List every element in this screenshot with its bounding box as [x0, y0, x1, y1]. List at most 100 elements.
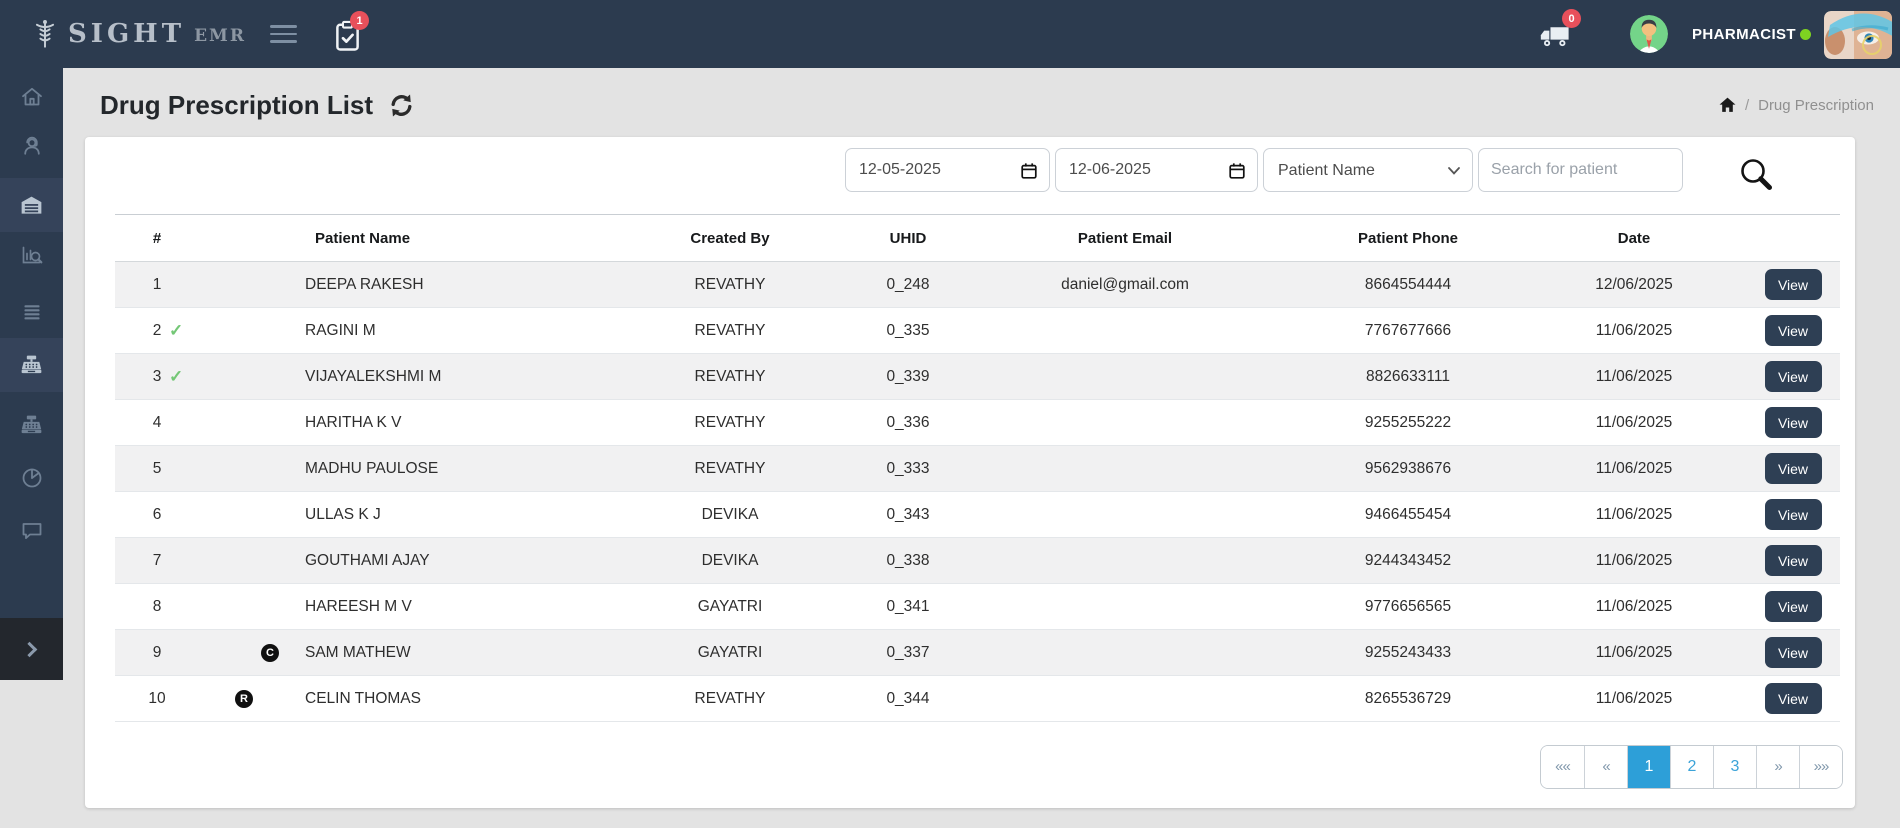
view-button[interactable]: View — [1764, 407, 1822, 438]
page-nav[interactable]: « — [1584, 746, 1627, 788]
cell-created-by: GAYATRI — [697, 597, 763, 615]
from-date-value[interactable] — [846, 161, 1049, 179]
home-icon — [21, 87, 42, 106]
user-role-label[interactable]: PHARMACIST — [1692, 25, 1796, 43]
pagination: «« «1 2 3»»» — [1540, 745, 1843, 789]
sidebar-item-messages[interactable] — [0, 504, 63, 558]
page-3[interactable]: 3 — [1713, 746, 1756, 788]
view-button[interactable]: View — [1764, 683, 1822, 714]
sidebar-item-billing[interactable] — [0, 338, 63, 392]
refresh-button[interactable] — [388, 92, 415, 119]
view-button[interactable]: View — [1764, 591, 1822, 622]
table-row: 8 HAREESH M V GAYATRI 0_341 9776656565 1… — [115, 584, 1840, 630]
to-date-input[interactable] — [1055, 148, 1258, 192]
sidebar-item-billing-alt[interactable] — [0, 398, 63, 452]
cell-patient-email — [956, 584, 1294, 630]
cell-created-by: REVATHY — [694, 689, 766, 707]
cell-patient-email — [956, 676, 1294, 722]
sidebar — [0, 68, 63, 680]
cell-index: 3 ✓ — [152, 366, 184, 386]
cell-uhid: 0_338 — [886, 551, 930, 569]
filter-bar: Patient Name — [85, 148, 1855, 192]
cell-uhid: 0_344 — [886, 689, 930, 707]
cell-actions: View — [1746, 354, 1840, 400]
sidebar-item-pharmacy[interactable] — [0, 178, 63, 232]
cell-index: 10 R — [115, 676, 300, 722]
to-date-value[interactable] — [1056, 161, 1257, 179]
refresh-icon — [391, 93, 412, 117]
ambulance-icon — [1540, 27, 1569, 47]
profile-photo[interactable] — [1824, 11, 1892, 59]
cell-actions: View — [1746, 400, 1840, 446]
patient-search-field[interactable] — [1478, 148, 1683, 192]
table-row: 6 ULLAS K J DEVIKA 0_343 9466455454 11/0… — [115, 492, 1840, 538]
cell-patient-name: HAREESH M V — [305, 597, 412, 615]
prescription-table: # Patient Name Created By UHID Patient E… — [115, 214, 1840, 722]
sidebar-expand-button[interactable] — [0, 618, 63, 680]
view-button[interactable]: View — [1764, 545, 1822, 576]
cell-uhid: 0_333 — [886, 459, 930, 477]
menu-toggle-icon[interactable] — [270, 25, 298, 43]
calendar-icon — [1229, 163, 1245, 179]
page-nav[interactable]: «« — [1541, 746, 1584, 788]
cell-date: 11/06/2025 — [1595, 597, 1673, 615]
from-date-input[interactable] — [845, 148, 1050, 192]
patient-search-input[interactable] — [1479, 149, 1682, 191]
view-button[interactable]: View — [1764, 315, 1822, 346]
view-button[interactable]: View — [1764, 637, 1822, 668]
breadcrumb-separator: / — [1744, 96, 1750, 114]
cell-uhid: 0_335 — [886, 321, 930, 339]
page-nav[interactable]: »» — [1799, 746, 1842, 788]
cell-actions: View — [1746, 262, 1840, 308]
cell-patient-email — [956, 308, 1294, 354]
page-nav[interactable]: » — [1756, 746, 1799, 788]
tasks-button[interactable]: 1 — [334, 11, 380, 56]
breadcrumb-home[interactable] — [1719, 97, 1736, 113]
cell-patient-name: MADHU PAULOSE — [305, 459, 439, 477]
cell-date: 11/06/2025 — [1595, 459, 1673, 477]
report-analysis-icon — [22, 246, 42, 264]
view-button[interactable]: View — [1764, 361, 1822, 392]
page-1[interactable]: 1 — [1627, 746, 1670, 788]
col-header-actions — [1746, 214, 1840, 262]
cell-uhid: 0_343 — [886, 505, 930, 523]
cell-created-by: DEVIKA — [701, 505, 759, 523]
col-header-patient-email: Patient Email — [956, 214, 1294, 262]
chat-icon — [22, 523, 41, 539]
eye-photo — [1824, 11, 1892, 59]
search-type-dropdown[interactable]: Patient Name — [1264, 149, 1472, 191]
cell-date: 11/06/2025 — [1595, 643, 1673, 661]
cell-index: 7 — [152, 551, 162, 569]
view-button[interactable]: View — [1764, 453, 1822, 484]
sidebar-item-home[interactable] — [0, 70, 63, 124]
page-title: Drug Prescription List — [100, 89, 374, 120]
cell-date: 11/06/2025 — [1595, 551, 1673, 569]
table-row: 4 HARITHA K V REVATHY 0_336 9255255222 1… — [115, 400, 1840, 446]
search-type-select[interactable]: Patient Name — [1263, 148, 1473, 192]
cell-created-by: REVATHY — [694, 459, 766, 477]
check-icon: ✓ — [169, 366, 184, 386]
sidebar-item-investigation[interactable] — [0, 229, 63, 283]
list-icon — [24, 305, 39, 320]
cell-patient-email — [956, 400, 1294, 446]
sidebar-item-reports[interactable] — [0, 451, 63, 505]
user-avatar[interactable] — [1630, 15, 1668, 53]
cell-index: 1 — [152, 275, 162, 293]
pie-chart-icon — [22, 468, 41, 488]
cell-date: 12/06/2025 — [1595, 275, 1673, 293]
prescription-card: Patient Name — [85, 137, 1855, 808]
search-button[interactable] — [1733, 152, 1781, 200]
cell-date: 11/06/2025 — [1595, 321, 1673, 339]
sidebar-item-front-office[interactable] — [0, 119, 63, 173]
ambulance-button[interactable]: 0 — [1538, 9, 1586, 54]
view-button[interactable]: View — [1764, 499, 1822, 530]
sidebar-item-records[interactable] — [0, 285, 63, 339]
cell-uhid: 0_336 — [886, 413, 930, 431]
view-button[interactable]: View — [1764, 269, 1822, 300]
clipboard-check-icon — [336, 20, 359, 51]
page-2[interactable]: 2 — [1670, 746, 1713, 788]
cell-patient-email — [956, 538, 1294, 584]
